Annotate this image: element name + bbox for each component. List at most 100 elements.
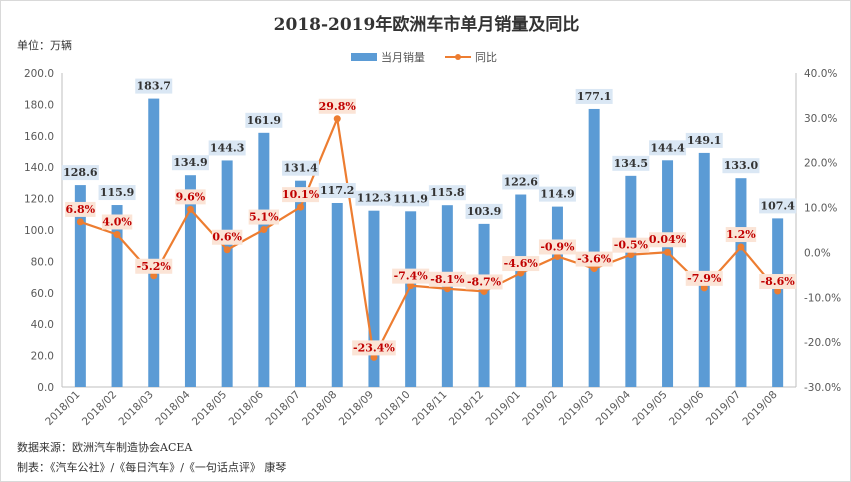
bar-label-bg <box>759 198 797 214</box>
bar-value-label: 131.4 <box>283 162 318 175</box>
bar-label-bg <box>392 191 430 207</box>
yoy-value-label: -23.4% <box>353 341 395 354</box>
yoy-value-label: 29.8% <box>319 100 357 113</box>
y-left-tick-label: 0.0 <box>37 382 54 394</box>
x-tick-label: 2019/03 <box>557 389 596 428</box>
bar <box>74 185 86 387</box>
yoy-point <box>76 218 84 226</box>
yoy-point <box>774 287 782 295</box>
x-tick-label: 2019/06 <box>667 388 707 428</box>
source-note: 数据来源：欧洲汽车制造协会ACEA <box>17 441 193 454</box>
x-tick-label: 2018/05 <box>190 389 229 428</box>
y-left-tick-label: 140.0 <box>24 162 54 174</box>
bar <box>735 178 747 387</box>
bar-label-bg <box>685 132 723 148</box>
x-tick-label: 2019/07 <box>704 389 743 428</box>
bar-label-bg <box>538 186 576 202</box>
yoy-point <box>186 205 194 213</box>
bar <box>295 180 307 387</box>
bar <box>698 152 710 387</box>
x-tick-label: 2018/07 <box>263 389 302 428</box>
y-right-tick-label: -10.0% <box>804 292 841 304</box>
x-tick-label: 2019/04 <box>594 388 634 428</box>
yoy-line <box>79 117 779 359</box>
yoy-point <box>664 248 672 256</box>
bar <box>258 132 270 387</box>
bar-label-bg <box>649 140 687 156</box>
bar-value-label: 114.9 <box>540 188 574 201</box>
yoy-point <box>407 282 415 290</box>
chart-title: 2018-2019年欧洲车市单月销量及同比 <box>273 15 580 35</box>
pct-label-bg <box>392 268 430 284</box>
y-left-tick-label: 160.0 <box>24 131 54 143</box>
bar-label-bg <box>722 158 760 174</box>
y-left-tick-label: 60.0 <box>31 288 54 300</box>
x-tick-label: 2018/02 <box>80 389 119 428</box>
bar <box>515 194 527 387</box>
pct-label-bg <box>575 251 613 267</box>
yoy-value-label: 4.0% <box>102 215 132 228</box>
pct-label-bg <box>248 209 280 225</box>
x-tick-label: 2018/06 <box>227 388 267 428</box>
pct-label-bg <box>538 239 576 255</box>
y-left-tick-label: 120.0 <box>24 194 54 206</box>
legend-item-sales: 当月销量 <box>351 49 425 65</box>
y-right-tick-label: -30.0% <box>804 382 841 394</box>
bar-value-label: 161.9 <box>247 114 281 127</box>
y-right-tick-label: -20.0% <box>804 337 841 349</box>
bar-value-label: 183.7 <box>137 80 171 93</box>
y-left-tick-label: 80.0 <box>31 256 54 268</box>
y-left-tick-label: 200.0 <box>24 68 54 80</box>
bar-value-label: 112.3 <box>357 192 391 205</box>
bar <box>148 98 160 387</box>
pct-label-bg <box>428 271 466 287</box>
pct-label-bg <box>685 270 723 286</box>
pct-label-bg <box>318 98 356 114</box>
bar-label-bg <box>208 140 246 156</box>
bar <box>111 205 123 387</box>
pct-label-bg <box>502 256 540 272</box>
bar-label-bg <box>575 88 613 104</box>
y-left-tick-label: 100.0 <box>24 225 54 237</box>
bar-value-label: 149.1 <box>687 134 721 147</box>
pct-label-bg <box>211 229 243 245</box>
yoy-value-label: 5.1% <box>249 211 279 224</box>
yoy-point <box>297 203 305 211</box>
yoy-value-label: -7.4% <box>394 270 429 283</box>
y-left-tick-label: 20.0 <box>31 351 54 363</box>
legend-swatch-bar <box>351 53 377 61</box>
yoy-point <box>737 243 745 251</box>
bar-label-bg <box>428 185 466 201</box>
yoy-value-label: -0.9% <box>540 240 575 253</box>
yoy-point <box>150 272 158 280</box>
bar-label-bg <box>612 155 650 171</box>
bar-value-label: 107.4 <box>760 199 795 212</box>
x-tick-label: 2018/10 <box>373 389 412 428</box>
y-right-tick-label: 10.0% <box>804 203 837 215</box>
yoy-point <box>223 246 231 254</box>
bar-value-label: 177.1 <box>577 90 611 103</box>
pct-label-bg <box>759 274 797 290</box>
y-right-tick-label: 20.0% <box>804 158 837 170</box>
yoy-point <box>627 251 635 259</box>
yoy-value-label: -5.2% <box>137 260 172 273</box>
bar <box>478 223 490 387</box>
pct-label-bg <box>175 189 206 205</box>
legend-item-yoy: 同比 <box>445 49 497 65</box>
y-left-tick-label: 40.0 <box>31 319 54 331</box>
y-right-tick-label: 40.0% <box>804 68 837 80</box>
pct-label-bg <box>649 232 687 248</box>
x-tick-label: 2018/12 <box>447 389 486 428</box>
pct-label-bg <box>65 201 96 217</box>
bar-value-label: 144.3 <box>210 141 244 154</box>
yoy-value-label: -7.9% <box>687 272 722 285</box>
bar-label-bg <box>355 190 393 206</box>
bar-label-bg <box>135 78 173 94</box>
x-tick-label: 2018/04 <box>153 388 193 428</box>
y-right-tick-label: 30.0% <box>804 113 837 125</box>
bar <box>551 206 563 387</box>
bar <box>331 202 343 387</box>
yoy-value-label: 0.04% <box>649 233 687 246</box>
yoy-value-label: 0.6% <box>212 231 242 244</box>
bar-label-bg <box>502 174 540 190</box>
